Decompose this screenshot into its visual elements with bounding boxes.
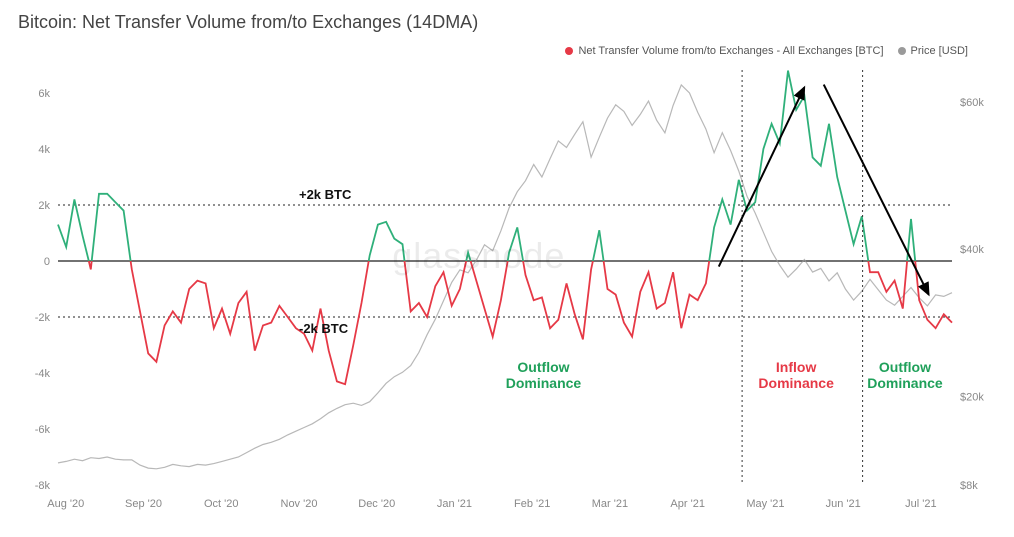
svg-text:$8k: $8k [960,480,978,492]
ref-label-neg2k: -2k BTC [299,321,348,336]
legend-label-price: Price [USD] [911,45,968,57]
svg-text:Oct '20: Oct '20 [204,498,239,510]
legend-dot-volume [565,47,573,55]
svg-text:$40k: $40k [960,244,984,256]
svg-text:Jul '21: Jul '21 [905,498,936,510]
svg-text:4k: 4k [38,144,50,156]
svg-text:Nov '20: Nov '20 [281,498,318,510]
svg-text:Feb '21: Feb '21 [514,498,550,510]
svg-text:Jun '21: Jun '21 [826,498,861,510]
svg-text:$20k: $20k [960,392,984,404]
chart-area: Net Transfer Volume from/to Exchanges - … [18,37,996,517]
svg-text:Dec '20: Dec '20 [358,498,395,510]
svg-text:Jan '21: Jan '21 [437,498,472,510]
svg-text:-8k: -8k [35,480,51,492]
svg-text:Apr '21: Apr '21 [670,498,705,510]
svg-text:6k: 6k [38,88,50,100]
chart-svg: -8k -6k -4k -2k 0 2k 4k 6k $8k $20k $40k $60k Aug … [18,37,996,517]
ref-label-pos2k: +2k BTC [299,187,351,202]
svg-text:2k: 2k [38,200,50,212]
legend: Net Transfer Volume from/to Exchanges - … [565,45,968,57]
svg-text:-2k: -2k [35,312,51,324]
svg-text:Sep '20: Sep '20 [125,498,162,510]
legend-label-volume: Net Transfer Volume from/to Exchanges - … [578,45,883,57]
svg-text:Aug '20: Aug '20 [47,498,84,510]
svg-text:-6k: -6k [35,424,51,436]
svg-text:-4k: -4k [35,368,51,380]
chart-title: Bitcoin: Net Transfer Volume from/to Exc… [18,12,996,33]
legend-item-volume: Net Transfer Volume from/to Exchanges - … [565,45,883,57]
svg-text:$60k: $60k [960,97,984,109]
legend-item-price: Price [USD] [898,45,968,57]
svg-text:May '21: May '21 [746,498,784,510]
legend-dot-price [898,47,906,55]
svg-text:Mar '21: Mar '21 [592,498,628,510]
svg-text:0: 0 [44,256,50,268]
